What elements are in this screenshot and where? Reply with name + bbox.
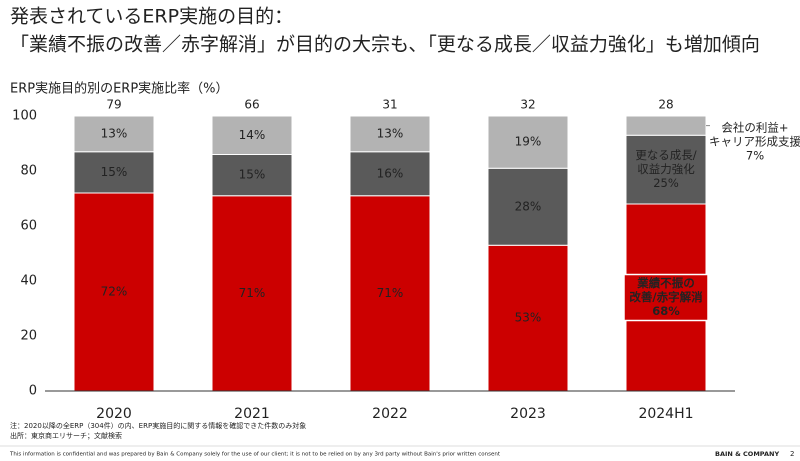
footer: This information is confidential and was… bbox=[9, 452, 501, 458]
bar-segment bbox=[487, 167, 569, 246]
bar-segment bbox=[625, 134, 707, 205]
y-tick-label: 60 bbox=[20, 219, 37, 234]
series-name: 更なる成長/ bbox=[635, 148, 696, 162]
bar-segment bbox=[349, 151, 431, 197]
annotation-box bbox=[623, 273, 709, 322]
page-number: 2 bbox=[790, 450, 794, 458]
y-tick-label: 100 bbox=[12, 109, 37, 124]
value-label: 13% bbox=[101, 126, 128, 140]
bar-segment bbox=[73, 115, 155, 153]
y-tick-label: 40 bbox=[20, 274, 37, 289]
brand: BAIN & COMPANY bbox=[715, 450, 779, 458]
value-label: 71% bbox=[377, 286, 404, 300]
series-name: 改善/赤字解消 bbox=[629, 290, 703, 304]
series-name: 会社の利益+ bbox=[721, 121, 788, 135]
series-name: 業績不振の bbox=[636, 276, 695, 290]
value-label: 25% bbox=[653, 176, 679, 190]
series-name: 収益力強化 bbox=[637, 162, 695, 176]
value-label: 19% bbox=[515, 135, 542, 149]
bar-segment bbox=[211, 195, 293, 392]
series-name: キャリア形成支援 bbox=[709, 135, 800, 149]
x-tick-label: 2023 bbox=[510, 406, 546, 422]
title-line: 「業績不振の改善／赤字解消」が目的の大宗も、「更なる成長／収益力強化」も増加傾向 bbox=[10, 34, 760, 56]
value-label: 28% bbox=[515, 199, 542, 213]
count-label: 31 bbox=[382, 98, 397, 112]
y-axis-title: ERP実施目的別のERP実施比率（%） bbox=[10, 81, 229, 97]
bar-segment bbox=[487, 115, 569, 169]
bar-segment bbox=[349, 115, 431, 153]
x-tick-label: 2021 bbox=[234, 406, 270, 422]
value-label: 14% bbox=[239, 128, 266, 142]
value-label: 53% bbox=[515, 311, 542, 325]
bar-segment bbox=[73, 151, 155, 194]
value-label: 71% bbox=[239, 286, 266, 300]
bar-segment bbox=[211, 154, 293, 197]
count-label: 28 bbox=[658, 98, 673, 112]
x-tick-label: 2024H1 bbox=[638, 406, 693, 422]
title-line: 発表されているERP実施の目的： bbox=[10, 6, 293, 28]
bar-segment bbox=[349, 195, 431, 392]
x-tick-label: 2020 bbox=[96, 406, 132, 422]
y-tick-label: 0 bbox=[29, 384, 37, 399]
count-label: 66 bbox=[244, 98, 259, 112]
note: 注：2020以降の全ERP（304件）の内、ERP実施目的に関する情報を確認でき… bbox=[10, 421, 306, 430]
y-tick-label: 20 bbox=[20, 329, 37, 344]
value-label: 15% bbox=[101, 165, 128, 179]
value-label: 16% bbox=[377, 166, 404, 180]
bar-segment bbox=[211, 115, 293, 155]
y-tick-label: 80 bbox=[20, 164, 37, 179]
value-label: 7% bbox=[746, 149, 764, 163]
x-tick-label: 2022 bbox=[372, 406, 408, 422]
value-label: 13% bbox=[377, 126, 404, 140]
bar-segment bbox=[625, 115, 707, 136]
value-label: 68% bbox=[652, 304, 680, 318]
note: 出所：東京商エリサーチ；文献検索 bbox=[10, 431, 122, 440]
count-label: 79 bbox=[106, 98, 121, 112]
count-label: 32 bbox=[520, 98, 535, 112]
bar-segment bbox=[487, 244, 569, 392]
value-label: 15% bbox=[239, 168, 266, 182]
value-label: 72% bbox=[101, 285, 128, 299]
